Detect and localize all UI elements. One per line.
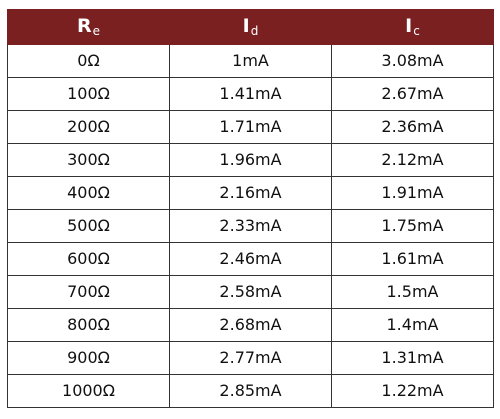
table-row: 300Ω 1.96mA 2.12mA <box>7 143 494 177</box>
table-row: 500Ω 2.33mA 1.75mA <box>7 209 494 243</box>
table-row: 200Ω 1.71mA 2.36mA <box>7 110 494 144</box>
table-header: Re Id Ic <box>7 9 494 45</box>
data-table: Re Id Ic 0Ω 1mA 3.08mA 100Ω 1.41mA 2.67m… <box>7 9 494 408</box>
cell-re: 0Ω <box>7 44 170 78</box>
column-header-re-symbol: R <box>76 15 92 37</box>
cell-ic: 1.61mA <box>331 242 494 276</box>
column-header-ic-symbol: I <box>405 15 413 37</box>
column-header-id: Id <box>169 9 332 45</box>
table-row: 800Ω 2.68mA 1.4mA <box>7 308 494 342</box>
cell-re: 100Ω <box>7 77 170 111</box>
table-row: 700Ω 2.58mA 1.5mA <box>7 275 494 309</box>
cell-re: 300Ω <box>7 143 170 177</box>
cell-id: 2.16mA <box>169 176 332 210</box>
cell-re: 1000Ω <box>7 374 170 408</box>
column-header-re-subscript: e <box>92 24 101 38</box>
cell-ic: 1.22mA <box>331 374 494 408</box>
table-row: 600Ω 2.46mA 1.61mA <box>7 242 494 276</box>
column-header-ic: Ic <box>331 9 494 45</box>
table-row: 1000Ω 2.85mA 1.22mA <box>7 374 494 408</box>
cell-re: 400Ω <box>7 176 170 210</box>
cell-ic: 1.31mA <box>331 341 494 375</box>
table-row: 100Ω 1.41mA 2.67mA <box>7 77 494 111</box>
cell-re: 500Ω <box>7 209 170 243</box>
column-header-re: Re <box>7 9 170 45</box>
cell-re: 700Ω <box>7 275 170 309</box>
cell-ic: 2.36mA <box>331 110 494 144</box>
cell-re: 900Ω <box>7 341 170 375</box>
cell-ic: 1.91mA <box>331 176 494 210</box>
cell-id: 1mA <box>169 44 332 78</box>
cell-re: 200Ω <box>7 110 170 144</box>
cell-id: 2.85mA <box>169 374 332 408</box>
cell-ic: 1.75mA <box>331 209 494 243</box>
cell-id: 2.46mA <box>169 242 332 276</box>
cell-re: 600Ω <box>7 242 170 276</box>
table-row: 900Ω 2.77mA 1.31mA <box>7 341 494 375</box>
column-header-ic-subscript: c <box>413 24 420 38</box>
cell-id: 1.41mA <box>169 77 332 111</box>
column-header-id-subscript: d <box>250 24 259 38</box>
cell-id: 2.58mA <box>169 275 332 309</box>
cell-ic: 2.67mA <box>331 77 494 111</box>
cell-re: 800Ω <box>7 308 170 342</box>
table-row: 400Ω 2.16mA 1.91mA <box>7 176 494 210</box>
cell-ic: 1.5mA <box>331 275 494 309</box>
column-header-id-symbol: I <box>242 15 250 37</box>
cell-id: 2.77mA <box>169 341 332 375</box>
cell-ic: 2.12mA <box>331 143 494 177</box>
cell-id: 1.96mA <box>169 143 332 177</box>
cell-id: 2.33mA <box>169 209 332 243</box>
cell-id: 1.71mA <box>169 110 332 144</box>
cell-ic: 3.08mA <box>331 44 494 78</box>
cell-id: 2.68mA <box>169 308 332 342</box>
table-body: 0Ω 1mA 3.08mA 100Ω 1.41mA 2.67mA 200Ω 1.… <box>7 44 494 408</box>
cell-ic: 1.4mA <box>331 308 494 342</box>
header-row: Re Id Ic <box>7 9 494 45</box>
table-row: 0Ω 1mA 3.08mA <box>7 44 494 78</box>
